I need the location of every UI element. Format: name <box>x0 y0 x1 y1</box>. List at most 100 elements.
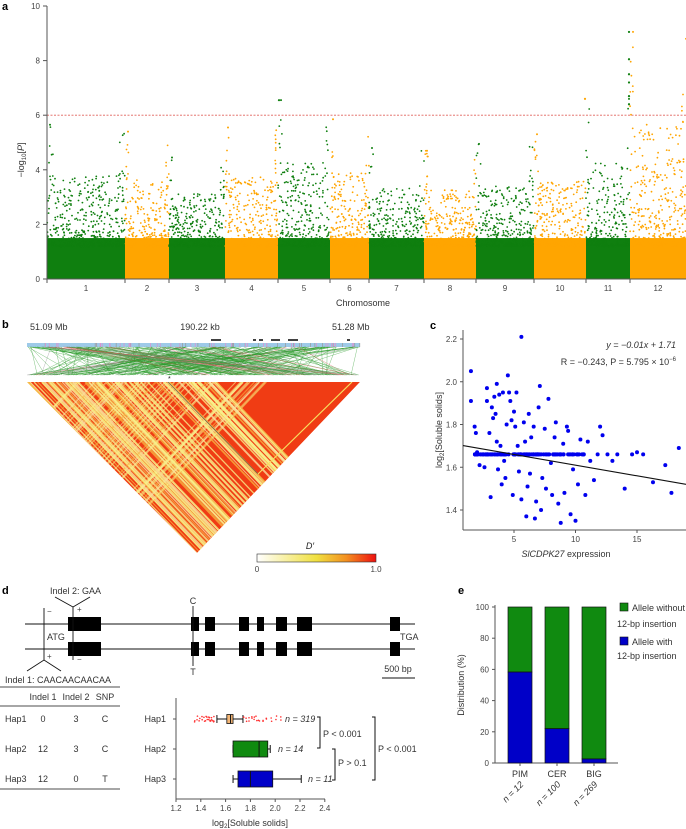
manhattan-point <box>409 212 411 215</box>
snp-link-line <box>64 346 181 376</box>
manhattan-point <box>207 216 209 218</box>
ld-stripe <box>133 382 335 553</box>
manhattan-point <box>379 241 382 244</box>
manhattan-point <box>204 238 207 241</box>
manhattan-point <box>285 201 288 204</box>
manhattan-point <box>629 105 631 108</box>
manhattan-peak-point <box>127 130 129 133</box>
manhattan-point <box>468 233 470 236</box>
ld-stripe <box>68 382 270 553</box>
manhattan-point <box>458 222 461 225</box>
manhattan-point <box>520 220 523 223</box>
manhattan-point <box>274 147 277 149</box>
manhattan-point <box>160 238 163 241</box>
manhattan-point <box>308 231 311 233</box>
manhattan-point <box>218 220 220 223</box>
manhattan-point <box>144 221 146 224</box>
manhattan-point <box>558 225 561 228</box>
manhattan-point <box>534 237 537 240</box>
manhattan-point <box>192 220 194 223</box>
outlier-point <box>275 715 278 717</box>
manhattan-point <box>420 245 423 248</box>
y-tick-label: 80 <box>480 634 489 643</box>
manhattan-point <box>365 164 368 167</box>
manhattan-point <box>199 223 202 226</box>
manhattan-point <box>249 216 251 219</box>
manhattan-point <box>611 236 613 239</box>
manhattan-point <box>515 228 518 231</box>
scatter-point <box>503 475 508 480</box>
manhattan-point <box>576 245 578 247</box>
manhattan-point <box>78 237 81 239</box>
manhattan-point <box>595 232 598 235</box>
manhattan-point <box>415 198 417 201</box>
manhattan-point <box>408 230 411 233</box>
manhattan-point <box>262 245 264 248</box>
snp-link-line <box>55 346 62 376</box>
manhattan-point <box>673 169 676 172</box>
manhattan-point <box>473 169 475 172</box>
manhattan-point <box>477 237 480 240</box>
manhattan-point <box>423 215 426 217</box>
manhattan-point <box>52 243 54 246</box>
manhattan-point <box>53 191 56 194</box>
manhattan-point <box>258 245 260 248</box>
manhattan-point <box>177 220 179 223</box>
manhattan-point <box>673 207 676 209</box>
ld-stripe <box>53 382 254 553</box>
manhattan-point <box>567 236 570 239</box>
manhattan-point <box>83 218 85 221</box>
manhattan-point <box>314 182 317 185</box>
manhattan-point <box>470 241 472 244</box>
manhattan-point <box>300 220 303 223</box>
manhattan-point <box>269 230 272 233</box>
manhattan-point <box>678 161 681 164</box>
manhattan-point <box>464 196 467 199</box>
manhattan-point <box>304 177 306 179</box>
manhattan-point <box>278 223 280 225</box>
manhattan-point <box>171 245 174 248</box>
manhattan-point <box>515 236 518 239</box>
manhattan-point <box>131 196 134 199</box>
scatter-point <box>568 512 573 517</box>
manhattan-point <box>230 191 233 194</box>
manhattan-point <box>285 168 288 171</box>
manhattan-point <box>384 214 386 217</box>
manhattan-point <box>178 245 180 247</box>
stats-text: R = −0.243, P = 5.795 × 10 <box>561 357 669 367</box>
manhattan-point <box>510 244 512 247</box>
manhattan-point <box>274 199 277 202</box>
manhattan-point <box>614 233 617 236</box>
manhattan-point <box>604 194 607 196</box>
legend-swatch-without <box>619 602 629 612</box>
category-label: BIG <box>586 769 602 779</box>
manhattan-point <box>558 196 561 198</box>
manhattan-point <box>75 229 78 232</box>
manhattan-point <box>63 242 66 244</box>
manhattan-point <box>407 207 410 210</box>
stop-codon-label: TGA <box>400 632 419 642</box>
manhattan-point <box>676 244 679 247</box>
manhattan-point <box>189 239 192 241</box>
manhattan-point <box>670 160 673 163</box>
manhattan-point <box>92 184 95 187</box>
manhattan-point <box>360 199 363 202</box>
manhattan-point <box>98 233 101 236</box>
manhattan-point <box>578 241 581 244</box>
manhattan-point <box>556 199 558 202</box>
manhattan-point <box>182 223 185 225</box>
manhattan-point <box>92 220 95 223</box>
manhattan-point <box>632 236 635 239</box>
manhattan-point <box>401 245 404 248</box>
manhattan-point <box>279 162 282 165</box>
manhattan-point <box>550 188 553 191</box>
manhattan-point <box>665 240 668 243</box>
manhattan-point <box>515 206 518 208</box>
manhattan-point <box>111 218 114 221</box>
x-tick-label: 1.4 <box>195 804 207 813</box>
x-tick-label: 1.8 <box>245 804 257 813</box>
manhattan-point <box>554 223 556 226</box>
x-tick-label: 10 <box>571 535 580 544</box>
outlier-point <box>203 716 205 719</box>
manhattan-point <box>435 215 438 217</box>
